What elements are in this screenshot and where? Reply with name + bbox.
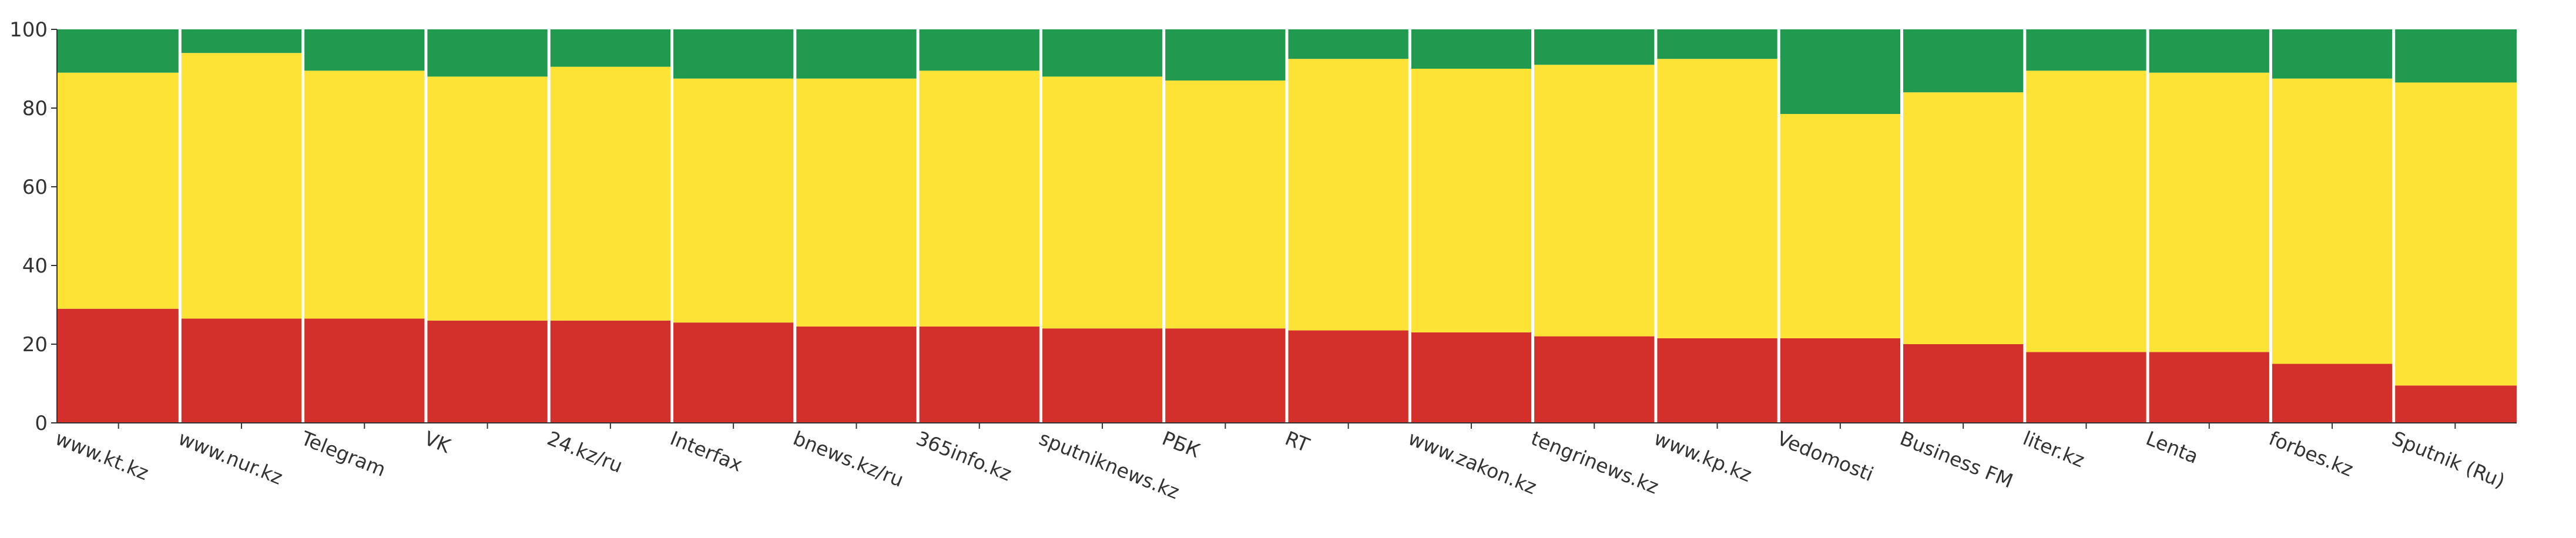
bar-segment-0 xyxy=(794,326,918,423)
bar-segment-1 xyxy=(794,78,918,327)
bar-segment-0 xyxy=(1532,336,1656,423)
bar-segment-0 xyxy=(2393,385,2517,423)
x-tick-label: tengrinews.kz xyxy=(1528,426,1662,498)
x-tick-label: 24.kz/ru xyxy=(544,426,626,478)
bar-segment-2 xyxy=(303,29,426,71)
bar-segment-2 xyxy=(918,29,1041,71)
bar-segment-0 xyxy=(1655,338,1779,423)
bar-segment-1 xyxy=(2024,70,2148,352)
bar-segment-2 xyxy=(1163,29,1287,81)
x-tick-label: www.kt.kz xyxy=(52,426,152,485)
bar-segment-2 xyxy=(1901,29,2025,93)
bar-segment-2 xyxy=(1041,29,1164,77)
bar-segment-1 xyxy=(1655,59,1779,338)
bar-segment-2 xyxy=(2024,29,2148,71)
x-tick-label: RT xyxy=(1282,426,1313,457)
bar-segment-2 xyxy=(794,29,918,79)
bar-segment-0 xyxy=(303,318,426,423)
x-tick-label: РБК xyxy=(1159,426,1203,462)
x-tick-label: Interfax xyxy=(667,426,746,476)
bar-segment-2 xyxy=(2393,29,2517,83)
bar-segment-1 xyxy=(672,78,795,323)
x-tick-label: VK xyxy=(421,426,455,458)
bar-segment-1 xyxy=(1532,65,1656,337)
bar-segment-0 xyxy=(918,326,1041,423)
x-tick-label: www.nur.kz xyxy=(175,426,286,489)
bar-segment-2 xyxy=(1655,29,1779,59)
x-tick-label: Telegram xyxy=(297,426,389,481)
bar-segment-0 xyxy=(1041,328,1164,423)
bar-segment-1 xyxy=(1779,114,1902,338)
bar-segment-1 xyxy=(2270,78,2394,364)
x-tick-label: Vedomosti xyxy=(1774,426,1877,486)
x-tick-label: www.zakon.kz xyxy=(1405,426,1540,499)
x-tick-label: liter.kz xyxy=(2020,426,2088,472)
bar-segment-1 xyxy=(303,70,426,319)
bar-segment-0 xyxy=(2270,364,2394,423)
bar-segment-2 xyxy=(2148,29,2271,73)
axes-group xyxy=(51,29,2517,429)
x-tick-label: sputniknews.kz xyxy=(1036,426,1183,503)
x-tick-label: 365info.kz xyxy=(913,426,1015,485)
y-tick-label: 0 xyxy=(35,412,48,435)
bar-segment-1 xyxy=(57,72,180,309)
y-tick-label: 40 xyxy=(22,254,48,278)
bar-segment-2 xyxy=(1532,29,1656,65)
bar-segment-2 xyxy=(425,29,549,77)
bar-segment-1 xyxy=(180,53,303,319)
bar-segment-1 xyxy=(1163,80,1287,329)
x-tick-label: forbes.kz xyxy=(2266,426,2356,481)
bar-segment-0 xyxy=(1287,330,1410,423)
x-tick-labels: www.kt.kz www.nur.kz Telegram VK 24.kz/ru Int… xyxy=(52,426,2508,504)
y-tick-label: 60 xyxy=(22,176,48,199)
bar-segment-0 xyxy=(549,320,672,423)
bar-segment-0 xyxy=(57,308,180,423)
bar-segment-2 xyxy=(1287,29,1410,59)
bar-segment-1 xyxy=(2148,72,2271,352)
bar-segment-0 xyxy=(2148,352,2271,423)
bar-segment-1 xyxy=(1901,92,2025,344)
bar-segment-2 xyxy=(1410,29,1533,69)
bar-segment-1 xyxy=(2393,82,2517,386)
bar-segment-1 xyxy=(1287,59,1410,331)
x-tick-label: Lenta xyxy=(2143,426,2202,468)
bar-segment-1 xyxy=(918,70,1041,327)
bar-segment-1 xyxy=(425,76,549,321)
bar-segment-2 xyxy=(57,29,180,73)
y-tick-label: 20 xyxy=(22,333,48,357)
bar-segment-1 xyxy=(1410,69,1533,332)
x-tick-label: www.kp.kz xyxy=(1651,426,1755,486)
bar-segment-0 xyxy=(1410,332,1533,423)
bar-segment-0 xyxy=(2024,352,2148,423)
bar-segment-2 xyxy=(180,29,303,53)
x-tick-label: Business FM xyxy=(1897,426,2016,492)
bar-segment-0 xyxy=(1901,344,2025,423)
bar-segment-0 xyxy=(425,320,549,423)
bar-segment-1 xyxy=(1041,76,1164,329)
y-tick-label: 100 xyxy=(9,18,48,42)
bar-segment-2 xyxy=(672,29,795,79)
bars-group xyxy=(57,29,2517,423)
bar-segment-0 xyxy=(180,318,303,423)
y-tick-labels: 0 20 40 60 80 100 xyxy=(9,18,48,435)
bar-segment-2 xyxy=(1779,29,1902,115)
bar-segment-2 xyxy=(549,29,672,67)
bar-segment-1 xyxy=(549,66,672,321)
bar-segment-0 xyxy=(672,322,795,423)
bar-segment-0 xyxy=(1779,338,1902,423)
bar-segment-0 xyxy=(1163,328,1287,423)
bar-segment-2 xyxy=(2270,29,2394,79)
y-tick-label: 80 xyxy=(22,97,48,120)
x-tick-label: bnews.kz/ru xyxy=(790,426,907,492)
x-tick-label: Sputnik (Ru) xyxy=(2389,426,2508,492)
